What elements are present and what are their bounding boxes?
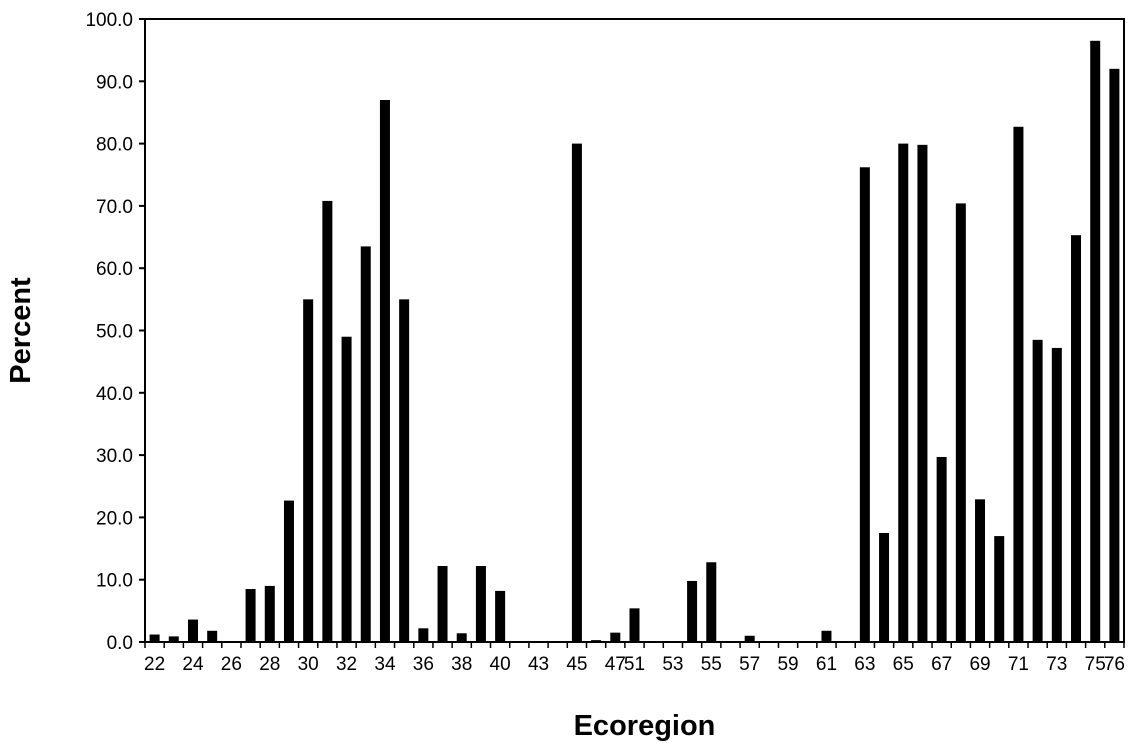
x-tick-label: 65 — [893, 654, 914, 675]
bar — [379, 99, 390, 643]
x-tick-label: 69 — [969, 654, 990, 675]
bar — [456, 633, 467, 642]
bar — [879, 532, 890, 642]
x-tick-label: 32 — [336, 654, 357, 675]
bars — [149, 40, 1120, 643]
bar — [610, 632, 621, 642]
x-tick-label: 24 — [182, 654, 204, 675]
y-tick-label: 20.0 — [96, 508, 133, 529]
bar — [495, 590, 506, 642]
x-tick-label: 63 — [854, 654, 875, 675]
bar — [475, 565, 486, 642]
y-tick-label: 40.0 — [96, 384, 133, 405]
x-tick-label: 51 — [624, 654, 645, 675]
x-tick-label: 22 — [144, 654, 165, 675]
x-tick-label: 59 — [777, 654, 798, 675]
bar — [437, 565, 448, 642]
x-tick-label: 55 — [701, 654, 722, 675]
bar — [629, 608, 640, 642]
bar — [591, 640, 602, 642]
y-tick-label: 80.0 — [96, 135, 133, 156]
x-tick-label: 45 — [566, 654, 587, 675]
bar — [399, 299, 410, 642]
bar — [187, 619, 198, 642]
bar — [1090, 40, 1101, 643]
bar — [687, 580, 698, 642]
bar — [1013, 126, 1024, 643]
bar — [898, 143, 909, 642]
bar — [744, 635, 755, 642]
bar — [1109, 68, 1120, 643]
bar — [955, 203, 966, 642]
bar — [322, 200, 333, 642]
x-tick-label: 40 — [490, 654, 511, 675]
y-axis: 0.0 10.0 20.0 30.0 40.0 50.0 60.0 70.0 80.0 90.0 1… — [85, 10, 1125, 654]
bar — [418, 628, 429, 642]
x-tick-label: 76 — [1104, 654, 1125, 675]
x-tick-label: 71 — [1008, 654, 1029, 675]
y-tick-label: 30.0 — [96, 446, 133, 467]
bar — [341, 336, 352, 642]
bar — [1071, 235, 1082, 642]
bar — [975, 499, 986, 642]
bar — [168, 636, 179, 642]
x-tick-label: 61 — [816, 654, 837, 675]
x-tick-label: 34 — [374, 654, 396, 675]
x-tick-label: 47 — [605, 654, 626, 675]
y-tick-label: 70.0 — [96, 197, 133, 218]
bar — [264, 585, 275, 642]
y-tick-label: 50.0 — [96, 322, 133, 343]
bar — [245, 589, 256, 642]
y-tick-label: 10.0 — [96, 571, 133, 592]
bar — [149, 634, 160, 642]
x-tick-label: 67 — [931, 654, 952, 675]
bar — [360, 246, 371, 642]
bar — [821, 630, 832, 642]
x-tick-label: 43 — [528, 654, 549, 675]
x-tick-label: 30 — [298, 654, 319, 675]
x-tick-label: 53 — [662, 654, 683, 675]
bar — [859, 167, 870, 643]
y-tick-label: 100.0 — [85, 10, 133, 31]
bar — [1051, 347, 1062, 642]
y-tick-label: 60.0 — [96, 259, 133, 280]
x-tick-label: 38 — [451, 654, 472, 675]
bar — [207, 630, 218, 642]
x-tick-label: 73 — [1046, 654, 1067, 675]
x-tick-label: 26 — [221, 654, 242, 675]
bar — [706, 562, 717, 642]
x-tick-label: 36 — [413, 654, 434, 675]
bar — [994, 536, 1005, 642]
y-axis-title: Percent — [5, 277, 37, 384]
bar — [936, 456, 947, 642]
bar — [303, 299, 314, 642]
x-tick-label: 75 — [1085, 654, 1106, 675]
bar — [1032, 339, 1043, 642]
x-tick-label: 57 — [739, 654, 760, 675]
y-tick-label: 0.0 — [107, 633, 133, 654]
bar — [283, 500, 294, 642]
x-tick-label: 28 — [259, 654, 280, 675]
y-tick-label: 90.0 — [96, 72, 133, 93]
x-axis-title: Ecoregion — [574, 710, 716, 742]
bar — [917, 144, 928, 642]
bar — [571, 143, 582, 642]
